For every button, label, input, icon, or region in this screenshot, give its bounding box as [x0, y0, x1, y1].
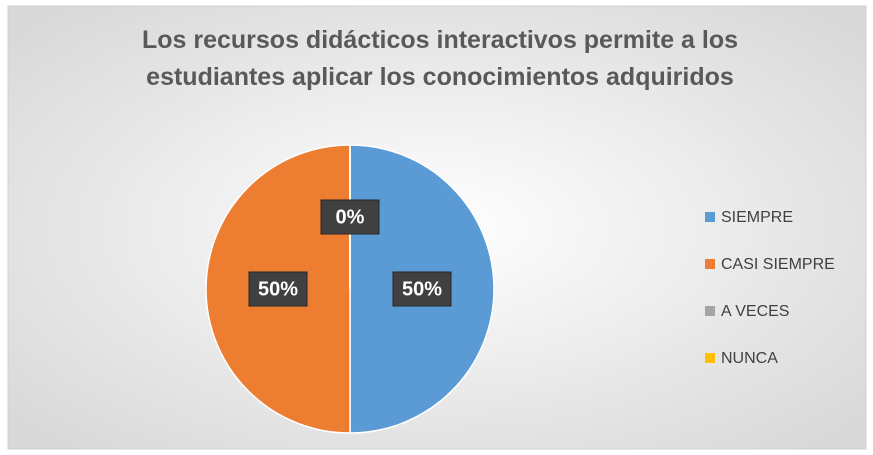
legend-label: CASI SIEMPRE [721, 256, 835, 273]
legend-label: NUNCA [721, 350, 778, 367]
legend-label: A VECES [721, 303, 789, 320]
data-label: 0% [336, 206, 365, 228]
legend-swatch [705, 306, 715, 316]
chart-title: Los recursos didácticos interactivos per… [141, 26, 739, 91]
data-label-box [392, 271, 452, 307]
legend-swatch [705, 212, 715, 222]
legend-label: SIEMPRE [721, 209, 793, 226]
legend-swatch [705, 353, 715, 363]
legend-swatch [705, 259, 715, 269]
data-label-box [320, 199, 380, 235]
data-label: 50% [258, 278, 298, 300]
data-label: 50% [402, 278, 442, 300]
data-label-box [248, 271, 308, 307]
